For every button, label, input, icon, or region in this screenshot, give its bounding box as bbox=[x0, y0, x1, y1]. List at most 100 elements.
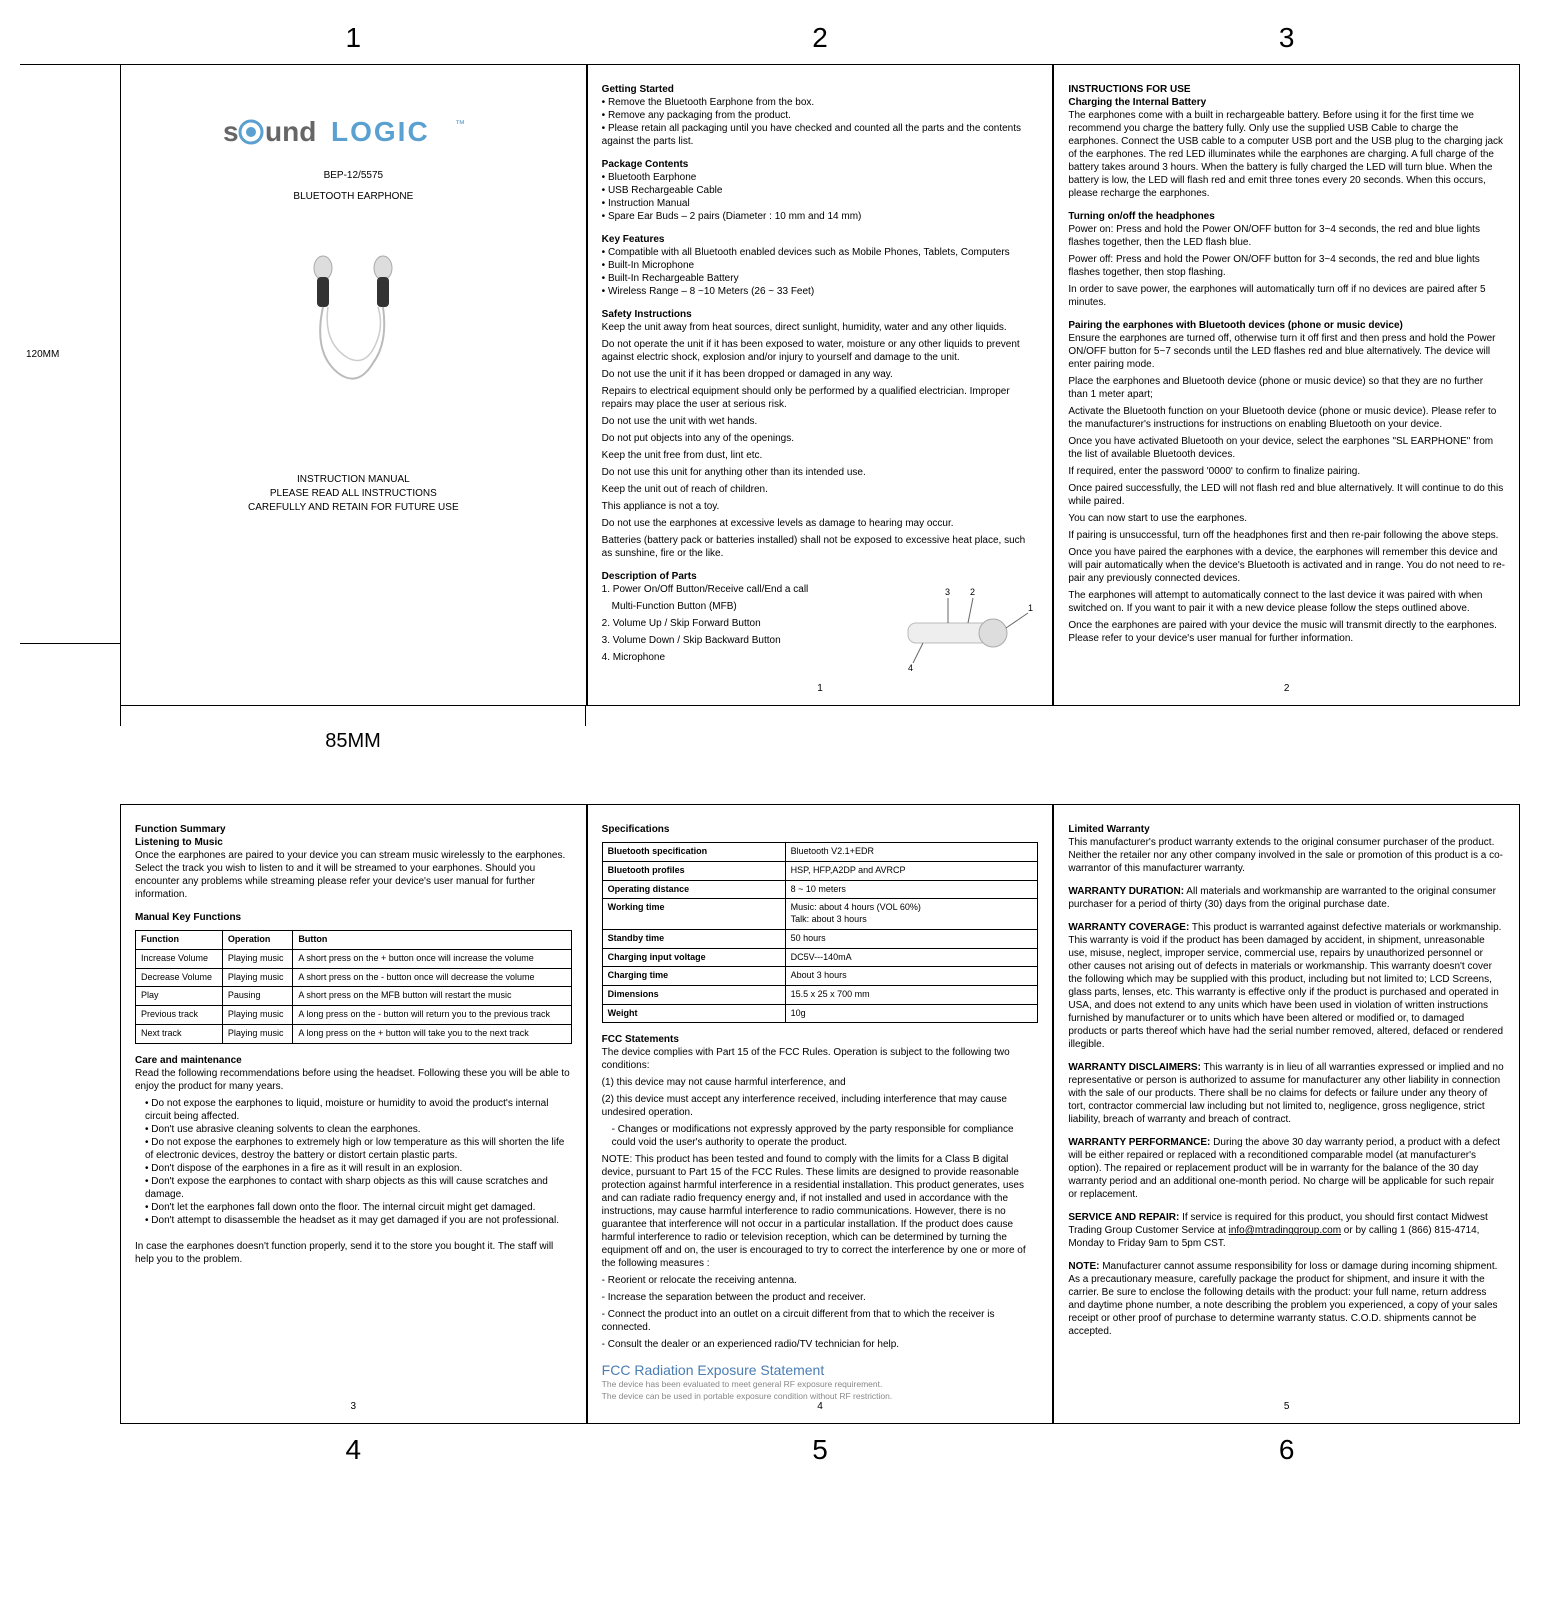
top-panel-row: s und LOGIC ™ BEP-12/5575 BLUETOOTH EARP… bbox=[120, 64, 1520, 706]
top-row: 120MM s und LOGIC ™ BEP-12/5575 BLUETOOT… bbox=[20, 64, 1542, 706]
table-cell: Dimensions bbox=[602, 985, 785, 1004]
instruction-block: INSTRUCTION MANUAL PLEASE READ ALL INSTR… bbox=[135, 473, 572, 515]
heading: Key Features bbox=[602, 233, 1039, 246]
body-text: (1) this device may not cause harmful in… bbox=[602, 1076, 1039, 1089]
table-cell: Increase Volume bbox=[136, 950, 223, 969]
table-cell: Music: about 4 hours (VOL 60%) Talk: abo… bbox=[785, 899, 1038, 929]
list-item: Built-In Microphone bbox=[602, 259, 1039, 272]
table-cell: A short press on the MFB button will res… bbox=[293, 987, 571, 1006]
svg-text:2: 2 bbox=[970, 587, 975, 597]
panel-page-3: Function Summary Listening to Music Once… bbox=[120, 804, 587, 1424]
page-number: 1 bbox=[817, 682, 823, 695]
list-item: Remove the Bluetooth Earphone from the b… bbox=[602, 96, 1039, 109]
list-item: Don't use abrasive cleaning solvents to … bbox=[145, 1123, 572, 1136]
layout-num: 2 bbox=[587, 20, 1054, 56]
table-cell: Playing music bbox=[222, 950, 292, 969]
table-cell: HSP, HFP,A2DP and AVRCP bbox=[785, 862, 1038, 881]
table-cell: 50 hours bbox=[785, 929, 1038, 948]
svg-text:LOGIC: LOGIC bbox=[331, 116, 430, 147]
body-text: Do not put objects into any of the openi… bbox=[602, 432, 1039, 445]
layout-num: 6 bbox=[1053, 1432, 1520, 1468]
brand-logo: s und LOGIC ™ bbox=[135, 113, 572, 157]
body-text: (2) this device must accept any interfer… bbox=[602, 1093, 1039, 1119]
page-number: 3 bbox=[351, 1400, 357, 1413]
body-text: Once you have activated Bluetooth on you… bbox=[1068, 435, 1505, 461]
panel-page-2: INSTRUCTIONS FOR USE Charging the Intern… bbox=[1053, 64, 1520, 706]
contact-email: info@mtradinggroup.com bbox=[1229, 1225, 1341, 1236]
list-item: Wireless Range – 8 ~10 Meters (26 ~ 33 F… bbox=[602, 285, 1039, 298]
list-item: USB Rechargeable Cable bbox=[602, 184, 1039, 197]
bottom-panel-row: Function Summary Listening to Music Once… bbox=[120, 804, 1520, 1424]
body-text: Activate the Bluetooth function on your … bbox=[1068, 405, 1505, 431]
table-cell: A long press on the - button will return… bbox=[293, 1006, 571, 1025]
specifications-table: Bluetooth specificationBluetooth V2.1+ED… bbox=[602, 842, 1039, 1023]
heading: Description of Parts bbox=[602, 570, 1039, 583]
heading: Charging the Internal Battery bbox=[1068, 96, 1505, 109]
heading: Pairing the earphones with Bluetooth dev… bbox=[1068, 319, 1505, 332]
svg-text:4: 4 bbox=[908, 663, 913, 673]
layout-num: 5 bbox=[587, 1432, 1054, 1468]
body-text: Read the following recommendations befor… bbox=[135, 1067, 572, 1093]
table-cell: 8 ~ 10 meters bbox=[785, 880, 1038, 899]
body-text: Once the earphones are paired to your de… bbox=[135, 849, 572, 901]
warranty-block: WARRANTY COVERAGE: This product is warra… bbox=[1068, 921, 1505, 1051]
fcc-sub-text: The device has been evaluated to meet ge… bbox=[602, 1379, 1039, 1390]
table-cell: Previous track bbox=[136, 1006, 223, 1025]
body-text: The device complies with Part 15 of the … bbox=[602, 1046, 1039, 1072]
svg-text:1: 1 bbox=[1028, 603, 1033, 613]
list-item: Remove any packaging from the product. bbox=[602, 109, 1039, 122]
table-header: Function bbox=[136, 931, 223, 950]
body-text: - Connect the product into an outlet on … bbox=[602, 1308, 1039, 1334]
heading: Package Contents bbox=[602, 158, 1039, 171]
heading: FCC Statements bbox=[602, 1033, 1039, 1046]
table-cell: Weight bbox=[602, 1004, 785, 1023]
table-header: Operation bbox=[222, 931, 292, 950]
layout-num: 4 bbox=[120, 1432, 587, 1468]
body-text: Repairs to electrical equipment should o… bbox=[602, 385, 1039, 411]
instr-line: PLEASE READ ALL INSTRUCTIONS bbox=[135, 487, 572, 501]
horizontal-dimension-line bbox=[120, 706, 586, 726]
page-number: 5 bbox=[1284, 1400, 1290, 1413]
warranty-block: WARRANTY DURATION: All materials and wor… bbox=[1068, 885, 1505, 911]
body-text: If pairing is unsuccessful, turn off the… bbox=[1068, 529, 1505, 542]
heading: Safety Instructions bbox=[602, 308, 1039, 321]
table-header: Button bbox=[293, 931, 571, 950]
body-text: Once paired successfully, the LED will n… bbox=[1068, 482, 1505, 508]
body-text: Once you have paired the earphones with … bbox=[1068, 546, 1505, 585]
body-text: Keep the unit away from heat sources, di… bbox=[602, 321, 1039, 334]
heading: Limited Warranty bbox=[1068, 823, 1505, 836]
table-cell: Decrease Volume bbox=[136, 968, 223, 987]
table-cell: Charging input voltage bbox=[602, 948, 785, 967]
table-cell: Bluetooth profiles bbox=[602, 862, 785, 881]
dim-label-vertical: 120MM bbox=[26, 348, 59, 361]
svg-text:s: s bbox=[223, 116, 239, 147]
table-cell: 15.5 x 25 x 700 mm bbox=[785, 985, 1038, 1004]
heading: Specifications bbox=[602, 823, 1039, 836]
parts-diagram: 2 3 1 4 bbox=[878, 583, 1038, 673]
table-cell: 10g bbox=[785, 1004, 1038, 1023]
table-cell: Next track bbox=[136, 1024, 223, 1043]
body-text: The earphones will attempt to automatica… bbox=[1068, 589, 1505, 615]
dim-label-horizontal: 85MM bbox=[120, 728, 586, 754]
body-text: Keep the unit out of reach of children. bbox=[602, 483, 1039, 496]
soundlogic-logo: s und LOGIC ™ bbox=[223, 113, 483, 153]
table-cell: Working time bbox=[602, 899, 785, 929]
list-item: Do not expose the earphones to extremely… bbox=[145, 1136, 572, 1162]
list-item: Don't dispose of the earphones in a fire… bbox=[145, 1162, 572, 1175]
layout-num: 3 bbox=[1053, 20, 1520, 56]
layout-num: 1 bbox=[120, 20, 587, 56]
heading: Listening to Music bbox=[135, 836, 572, 849]
svg-text:™: ™ bbox=[455, 119, 465, 130]
body-text: Keep the unit free from dust, lint etc. bbox=[602, 449, 1039, 462]
body-text: Ensure the earphones are turned off, oth… bbox=[1068, 332, 1505, 371]
vertical-dimension: 120MM bbox=[20, 64, 120, 644]
table-cell: A long press on the + button will take y… bbox=[293, 1024, 571, 1043]
instr-line: INSTRUCTION MANUAL bbox=[135, 473, 572, 487]
list-item: Instruction Manual bbox=[602, 197, 1039, 210]
instr-line: CAREFULLY AND RETAIN FOR FUTURE USE bbox=[135, 501, 572, 515]
list-item: Please retain all packaging until you ha… bbox=[602, 122, 1039, 148]
warranty-block: WARRANTY DISCLAIMERS: This warranty is i… bbox=[1068, 1061, 1505, 1126]
body-text: The earphones come with a built in recha… bbox=[1068, 109, 1505, 200]
table-cell: Playing music bbox=[222, 1024, 292, 1043]
panel-page-1: Getting Started Remove the Bluetooth Ear… bbox=[587, 64, 1054, 706]
